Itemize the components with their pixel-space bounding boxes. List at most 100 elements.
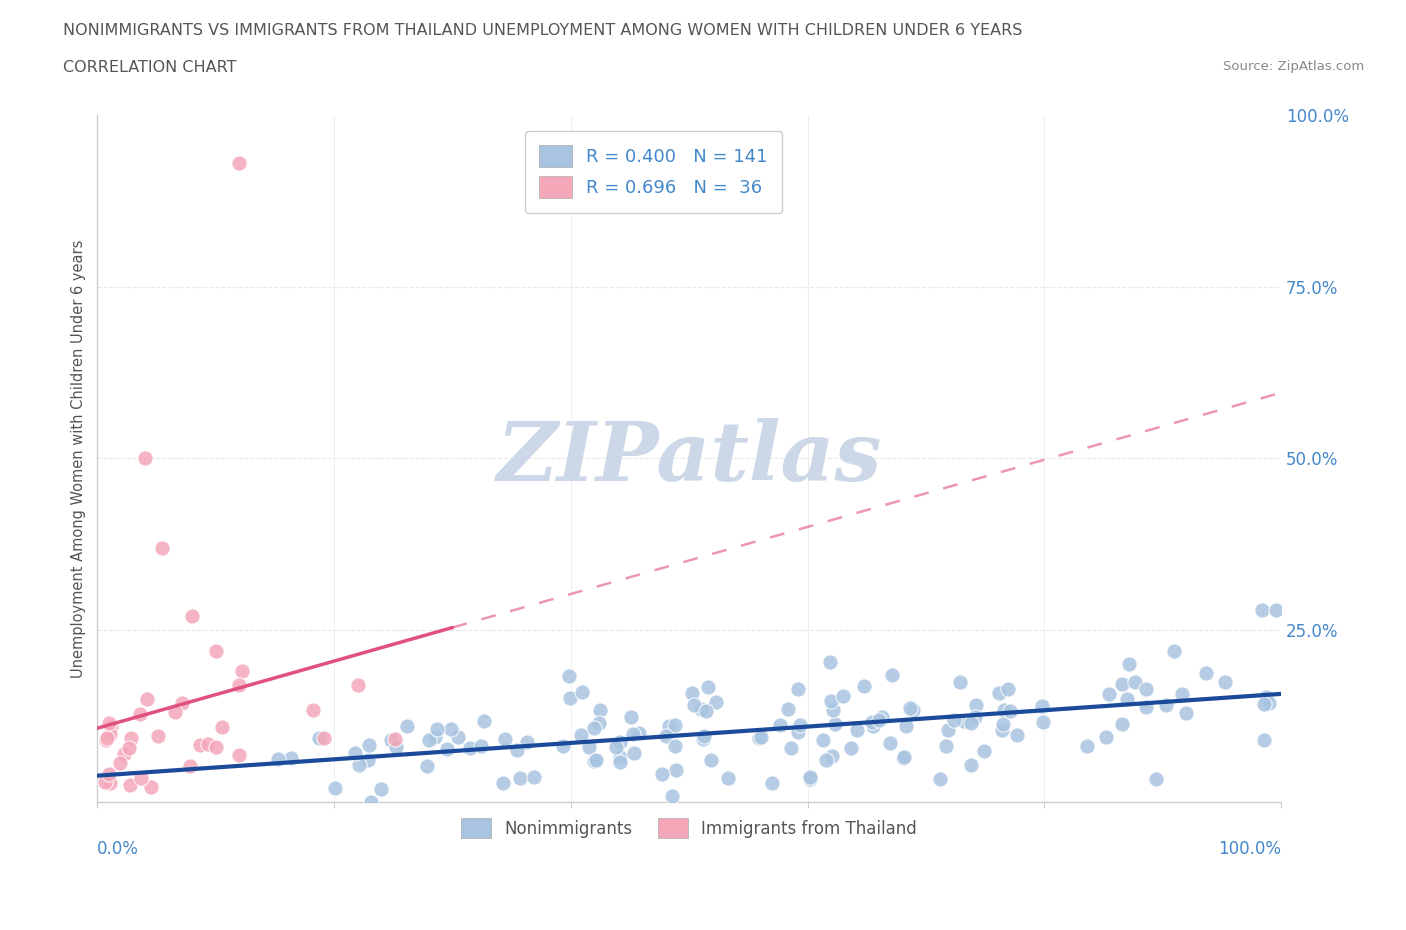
Point [120,730,142,745]
Point [1007,727,1029,742]
Point [1098,686,1121,701]
Point [991,716,1014,731]
Point [839,740,862,755]
Point [1118,657,1140,671]
Point [266,751,288,766]
Point [959,757,981,772]
Point [228,678,250,693]
Point [664,739,686,754]
Point [380,733,402,748]
Text: ZIPatlas: ZIPatlas [496,418,882,498]
Point [204,644,226,658]
Point [609,754,631,769]
Point [929,772,952,787]
Point [188,737,211,752]
Point [1265,602,1288,617]
Point [347,758,370,773]
Point [942,712,965,727]
Point [993,703,1015,718]
Point [181,609,204,624]
Point [558,669,581,684]
Point [880,668,903,683]
Point [370,782,392,797]
Point [211,720,233,735]
Point [689,701,711,716]
Point [1076,738,1098,753]
Point [128,707,150,722]
Point [509,771,531,786]
Point [813,733,835,748]
Point [436,742,458,757]
Point [818,655,841,670]
Point [492,776,515,790]
Point [302,702,325,717]
Point [990,723,1012,737]
Point [997,682,1019,697]
Point [395,719,418,734]
Point [585,752,607,767]
Point [571,684,593,699]
Point [1194,665,1216,680]
Point [447,730,470,745]
Point [308,730,330,745]
Point [1250,602,1272,617]
Point [893,750,915,764]
Point [98,716,121,731]
Point [314,730,336,745]
Point [578,740,600,755]
Point [973,744,995,759]
Point [418,733,440,748]
Point [440,721,463,736]
Point [112,747,135,762]
Point [346,678,368,693]
Point [1135,682,1157,697]
Point [623,745,645,760]
Point [356,752,378,767]
Point [98,726,121,741]
Legend: Nonimmigrants, Immigrants from Thailand: Nonimmigrants, Immigrants from Thailand [454,811,924,845]
Point [1213,674,1236,689]
Point [560,690,582,705]
Point [1123,675,1146,690]
Point [385,739,408,754]
Point [1095,730,1118,745]
Point [749,730,772,745]
Point [228,747,250,762]
Point [799,771,821,786]
Point [820,749,842,764]
Point [152,540,174,555]
Point [384,731,406,746]
Point [506,743,529,758]
Point [786,724,808,739]
Point [870,710,893,724]
Point [179,758,201,773]
Point [1253,732,1275,747]
Point [879,736,901,751]
Point [1000,703,1022,718]
Point [1256,690,1278,705]
Point [98,767,121,782]
Point [118,777,141,792]
Point [94,733,117,748]
Point [609,735,631,750]
Point [197,736,219,751]
Point [901,702,924,717]
Point [761,775,783,790]
Point [1032,714,1054,729]
Point [821,702,844,717]
Point [963,710,986,724]
Point [569,727,592,742]
Point [627,726,650,741]
Point [108,756,131,771]
Point [136,692,159,707]
Point [935,738,957,753]
Point [1111,717,1133,732]
Point [1253,697,1275,711]
Point [683,698,706,712]
Point [1135,700,1157,715]
Point [987,685,1010,700]
Point [583,753,606,768]
Point [748,730,770,745]
Point [658,718,681,733]
Point [589,702,612,717]
